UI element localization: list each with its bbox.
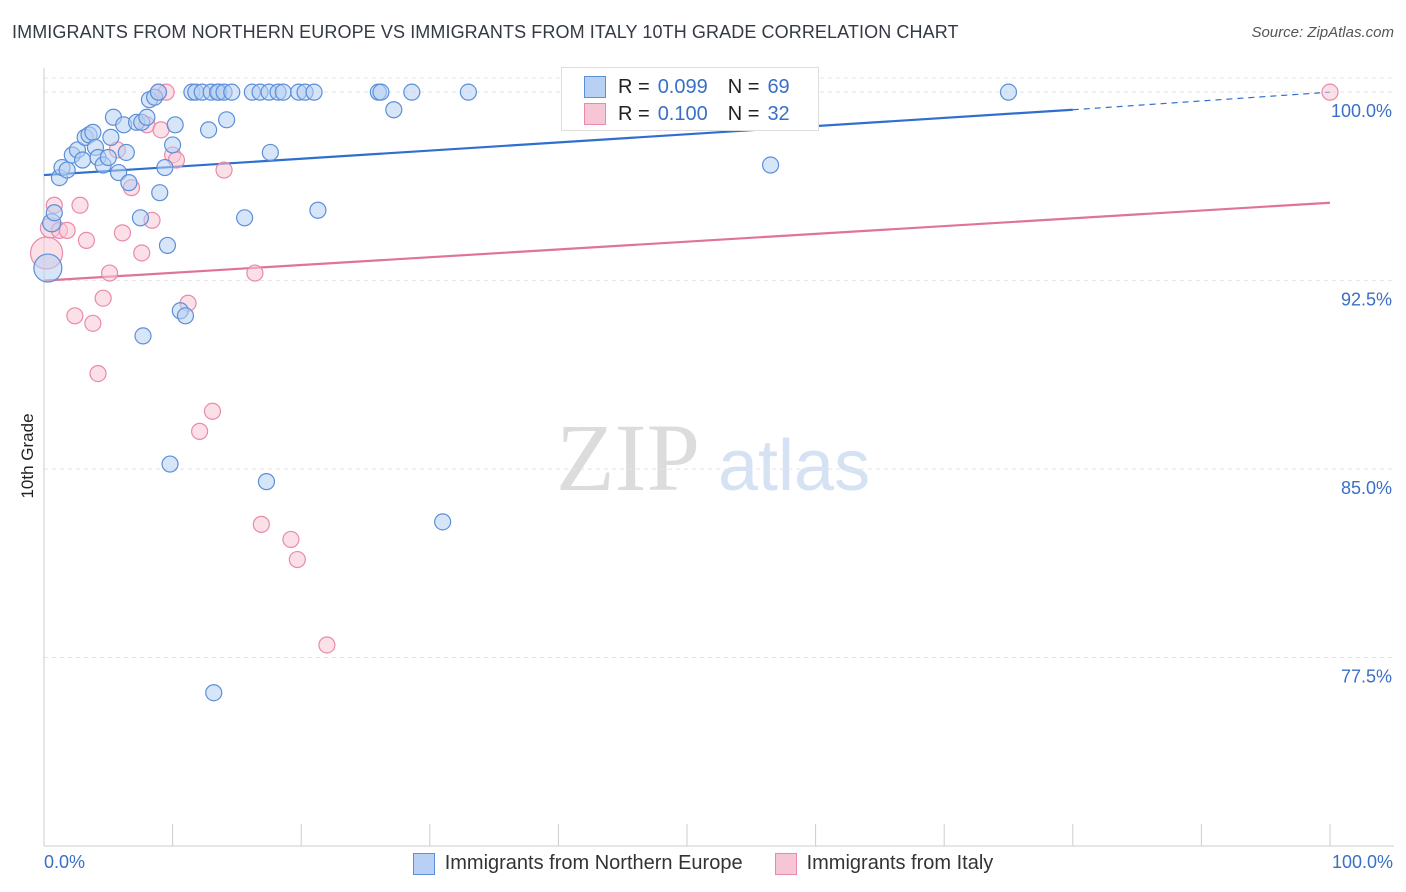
data-point-italy [191,422,209,440]
data-point-northern-europe [131,209,150,227]
data-point-northern-europe [274,83,292,101]
data-point-northern-europe [261,143,279,162]
legend-r-label: R = [618,102,650,125]
legend-r-value: 0.100 [657,102,708,125]
data-point-italy [71,196,89,214]
series-legend-label: Immigrants from Northern Europe [444,852,743,874]
series-legend: Immigrants from Northern Europe Immigran… [0,852,1406,875]
data-point-northern-europe [434,513,452,531]
data-point-northern-europe [58,161,76,179]
legend-row-italy: R = 0.100 N = 32 [584,102,790,126]
trend-line-northern-europe-extension [1072,91,1331,111]
data-point-italy [84,314,102,332]
y-tick-label: 92.5% [1341,290,1392,310]
data-point-italy [100,264,119,282]
y-tick-label: 77.5% [1341,667,1392,687]
data-point-northern-europe [223,83,241,101]
data-point-italy [252,515,270,533]
data-point-northern-europe [99,148,117,167]
series-legend-label: Immigrants from Italy [806,852,994,874]
data-point-italy [66,307,84,325]
watermark-atlas: atlas [718,426,870,506]
series-legend-item-italy[interactable]: Immigrants from Italy [774,852,994,875]
data-point-northern-europe [403,83,421,101]
data-point-northern-europe [200,121,218,139]
data-point-northern-europe [166,116,184,134]
data-point-northern-europe [117,143,135,162]
data-point-northern-europe [176,307,195,325]
data-point-italy [203,402,222,420]
data-point-italy [113,224,132,242]
trend-line-northern-europe [43,108,1073,177]
data-point-italy [77,231,96,250]
data-point-northern-europe [149,83,168,101]
legend-n-value: 32 [767,102,790,125]
data-point-italy [282,530,300,549]
data-point-northern-europe [999,83,1018,101]
chart-title: IMMIGRANTS FROM NORTHERN EUROPE VS IMMIG… [12,22,959,42]
data-point-northern-europe [205,684,223,702]
data-point-northern-europe [236,209,254,227]
data-point-italy [1321,83,1339,101]
data-point-northern-europe [218,111,236,129]
legend-r-value: 0.099 [657,75,708,98]
data-point-italy [215,161,233,179]
data-point-northern-europe [84,123,102,141]
y-tick-label: 100.0% [1331,101,1392,121]
data-point-northern-europe [156,158,174,177]
data-point-italy [318,636,336,654]
data-point-northern-europe [161,455,179,473]
data-point-italy [94,289,112,307]
data-point-northern-europe [158,236,177,255]
legend-row-northern-europe: R = 0.099 N = 69 [584,75,790,99]
stats-legend: R = 0.099 N = 69 R = 0.100 N = 32 [561,67,819,131]
data-point-northern-europe [164,136,182,154]
data-point-northern-europe [134,327,152,345]
data-point-italy [58,221,76,239]
series-swatch-blue [412,852,435,875]
data-point-northern-europe [138,108,156,126]
legend-n-label: N = [727,102,760,125]
legend-swatch-pink [584,103,606,125]
data-point-northern-europe [102,128,120,146]
data-point-italy [89,364,107,383]
x-tick-label-min: 0.0% [44,852,86,872]
data-point-italy [246,264,264,282]
data-point-northern-europe [73,151,92,169]
data-point-northern-europe [257,473,276,491]
watermark-zip: ZIP [556,404,700,511]
series-legend-item-northern-europe[interactable]: Immigrants from Northern Europe [412,852,743,875]
data-point-northern-europe [305,83,323,101]
series-swatch-pink [774,852,797,875]
legend-swatch-blue [584,76,606,98]
data-point-northern-europe [372,83,390,101]
x-tick-label-max: 100.0% [1331,852,1393,872]
data-point-northern-europe [151,184,169,202]
data-point-northern-europe [33,253,63,283]
data-point-italy [133,244,151,262]
data-point-northern-europe [45,204,63,222]
data-point-northern-europe [385,101,403,119]
data-point-northern-europe [761,156,780,174]
y-tick-label: 85.0% [1341,478,1392,498]
source-label: Source: ZipAtlas.com [1251,24,1394,41]
legend-r-label: R = [618,75,650,98]
legend-n-value: 69 [767,75,790,98]
data-point-northern-europe [120,174,138,192]
data-point-northern-europe [459,83,477,101]
data-point-italy [288,550,306,569]
data-point-northern-europe [109,163,128,182]
legend-n-label: N = [727,75,760,98]
data-point-northern-europe [309,201,327,219]
